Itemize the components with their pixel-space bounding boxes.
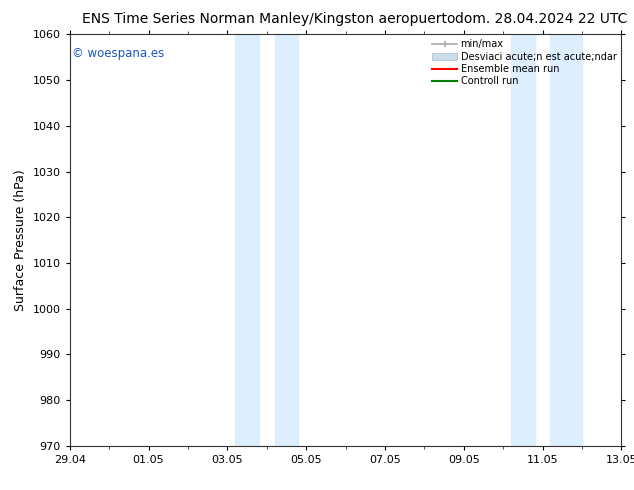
Bar — [550, 34, 582, 446]
Text: © woespana.es: © woespana.es — [72, 47, 165, 60]
Legend: min/max, Desviaci acute;n est acute;ndar, Ensemble mean run, Controll run: min/max, Desviaci acute;n est acute;ndar… — [430, 37, 618, 88]
Text: ENS Time Series Norman Manley/Kingston aeropuerto: ENS Time Series Norman Manley/Kingston a… — [82, 12, 456, 26]
Y-axis label: Surface Pressure (hPa): Surface Pressure (hPa) — [14, 169, 27, 311]
Bar — [235, 34, 259, 446]
Bar — [275, 34, 298, 446]
Bar — [511, 34, 534, 446]
Text: dom. 28.04.2024 22 UTC: dom. 28.04.2024 22 UTC — [455, 12, 628, 26]
